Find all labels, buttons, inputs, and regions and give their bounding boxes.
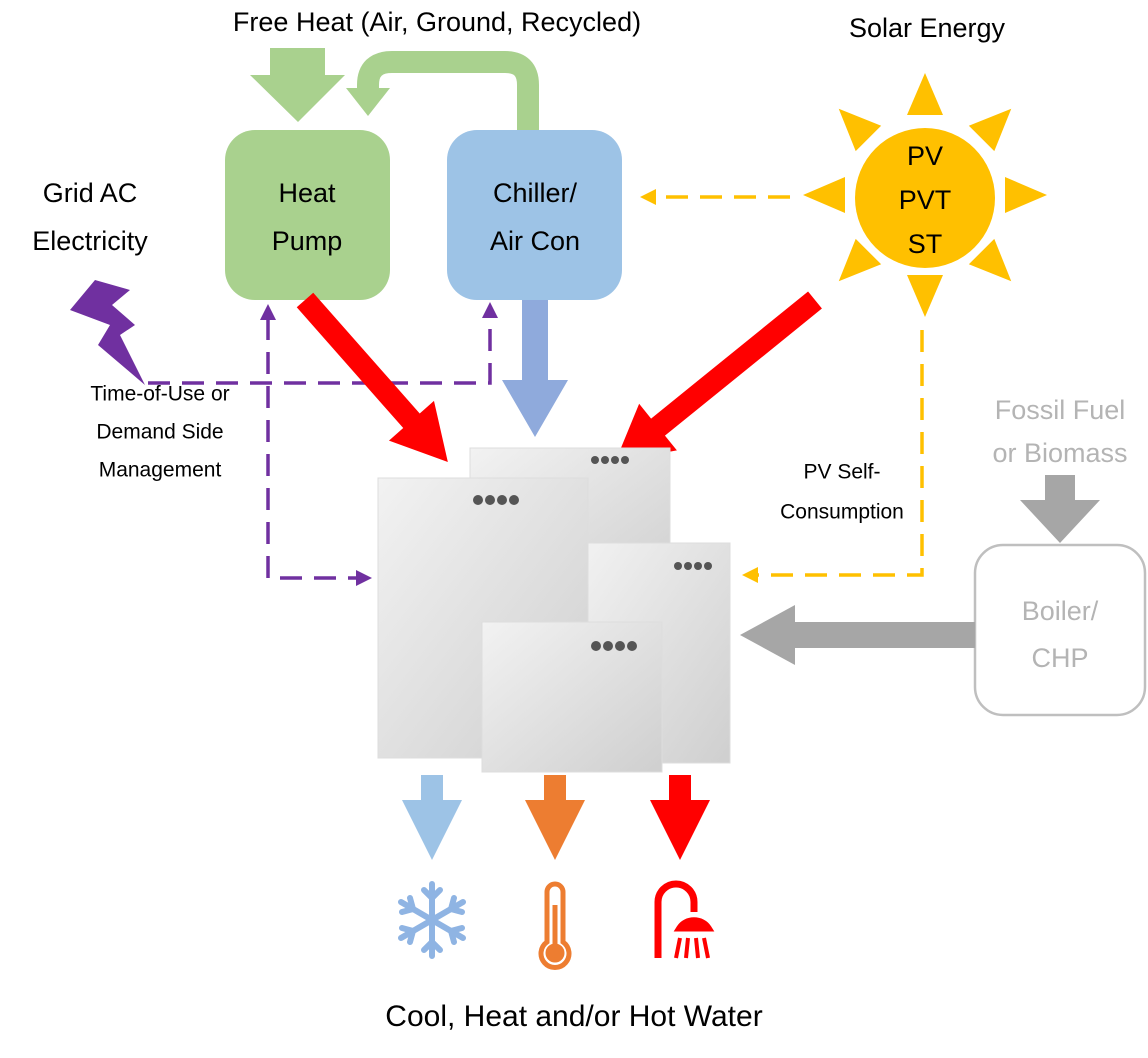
dot <box>704 562 712 570</box>
loop-arrow-head <box>346 88 390 116</box>
shower-water <box>676 938 708 958</box>
boiler-arrow <box>740 605 975 665</box>
ray <box>826 239 881 294</box>
loop-arrow <box>368 62 528 132</box>
boiler-label: CHP <box>1031 643 1088 673</box>
tou-label: Demand Side <box>96 421 223 444</box>
diagram: Free Heat (Air, Ground, Recycled) Solar … <box>0 0 1148 1058</box>
boiler-box <box>975 545 1145 715</box>
heat-pump-label: Heat <box>278 178 336 208</box>
arrow-head <box>742 567 758 583</box>
ray <box>826 96 881 151</box>
storage-units <box>378 448 730 772</box>
dot <box>684 562 692 570</box>
fossil-label: Fossil Fuel <box>995 395 1126 425</box>
dot <box>509 495 519 505</box>
grid-label: Electricity <box>32 226 148 256</box>
solar-label: Solar Energy <box>849 13 1006 43</box>
hot-water-arrow <box>650 775 710 860</box>
shower-icon <box>658 884 708 958</box>
arrow-head <box>260 304 276 320</box>
heat-pump-arrow <box>282 280 470 482</box>
ray <box>907 73 943 115</box>
fossil-arrow <box>1020 475 1100 543</box>
heat-pump-label: Pump <box>272 226 343 256</box>
dot <box>473 495 483 505</box>
dot <box>694 562 702 570</box>
boiler-label: Boiler/ <box>1022 596 1099 626</box>
free-heat-arrow <box>250 48 345 122</box>
snowflake-icon <box>401 884 463 956</box>
dot <box>591 641 601 651</box>
arrow-head <box>482 302 498 318</box>
pv-self-label: Consumption <box>780 501 904 524</box>
arrow-head <box>356 570 372 586</box>
dot <box>611 456 619 464</box>
dot <box>485 495 495 505</box>
thermometer-icon <box>541 884 569 967</box>
solar-dash <box>758 330 922 575</box>
dot <box>591 456 599 464</box>
lightning <box>70 280 145 385</box>
free-heat-label: Free Heat (Air, Ground, Recycled) <box>233 7 641 37</box>
tou-label: Management <box>99 459 222 482</box>
heat-pump-box <box>225 130 390 300</box>
ray <box>907 275 943 317</box>
ray <box>803 177 845 213</box>
dot <box>627 641 637 651</box>
chiller-box <box>447 130 622 300</box>
chiller-label: Air Con <box>490 226 580 256</box>
dot <box>674 562 682 570</box>
sun-label: PVT <box>899 185 952 215</box>
arrow-head <box>640 189 656 205</box>
output-label: Cool, Heat and/or Hot Water <box>385 1000 762 1033</box>
shower-head <box>680 921 708 928</box>
cool-arrow <box>402 775 462 860</box>
fossil-label: or Biomass <box>992 438 1127 468</box>
body: Free Heat (Air, Ground, Recycled) Solar … <box>0 0 1148 1058</box>
ray <box>1005 177 1047 213</box>
dot <box>601 456 609 464</box>
sun-label: PV <box>907 141 943 171</box>
sun-label: ST <box>908 229 943 259</box>
ray <box>969 239 1024 294</box>
dot <box>621 456 629 464</box>
chiller-arrow <box>502 300 568 437</box>
chiller-label: Chiller/ <box>493 178 578 208</box>
heat-arrow <box>525 775 585 860</box>
pv-self-label: PV Self- <box>803 461 880 484</box>
ray <box>969 96 1024 151</box>
dot <box>615 641 625 651</box>
thermometer-bulb <box>548 946 562 960</box>
grid-label: Grid AC <box>43 178 138 208</box>
tou-label: Time-of-Use or <box>90 383 229 406</box>
dot <box>603 641 613 651</box>
page: Energy storage diagram {"labels": { "fre… <box>0 0 1148 1058</box>
dot <box>497 495 507 505</box>
